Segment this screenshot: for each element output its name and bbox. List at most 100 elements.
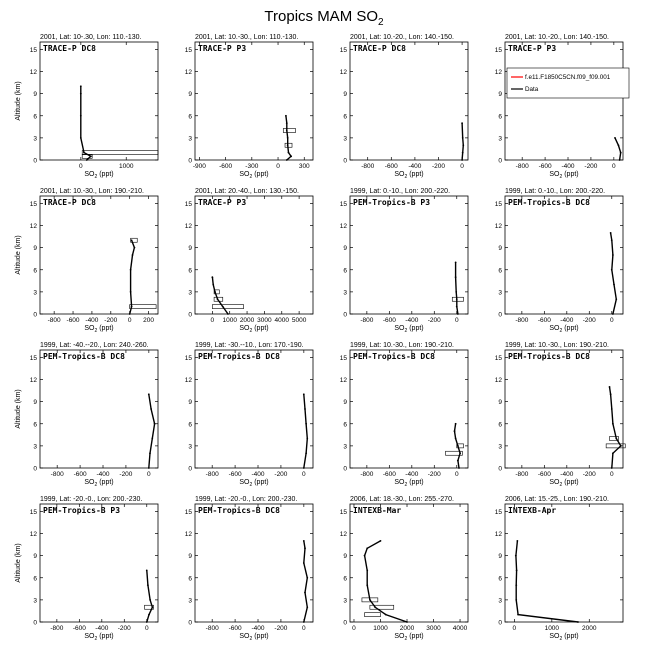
y-tick-label: 6 [33,267,37,274]
x-tick-label: -800 [50,625,63,632]
x-tick-label: -400 [405,317,418,324]
x-tick-label: 0 [455,471,459,478]
y-tick-label: 6 [498,575,502,582]
x-tick-label: 0 [352,625,356,632]
panel-5: 2001, Lat: 10.-30., Lon: 190.-210. TRACE-… [15,188,159,334]
y-tick-label: 0 [343,466,347,473]
data-point [379,539,382,542]
plot-frame [39,41,159,161]
legend-data-label: Data [525,86,539,93]
x-tick-label: 1000 [373,625,388,632]
data-point [287,151,290,154]
data-point [609,393,612,396]
x-tick-label: 3000 [257,317,272,324]
y-tick-label: 3 [33,443,37,450]
x-tick-label: 200 [143,317,154,324]
data-point [304,591,306,594]
x-label-main: SO [394,479,405,486]
x-tick-label: -800 [48,317,61,324]
data-point [290,155,293,158]
data-point [515,598,518,601]
data-range-box [130,237,138,243]
data-point [83,151,85,154]
x-tick-label: -800 [206,625,219,632]
x-label-sub: 2 [560,174,563,180]
data-point [454,276,457,279]
x-axis-label: SO2 (ppt) [549,479,578,488]
data-point [455,305,458,308]
x-tick-label: -200 [432,163,445,170]
panel-14: 1999, Lat: -20.-0., Lon: 200.-230. PEM-Tr… [185,496,314,642]
x-label-main: SO [549,479,560,486]
x-tick-label: -600 [383,317,396,324]
data-profile-line [461,123,465,161]
y-tick-label: 6 [188,267,192,274]
panel-8: 1999, Lat: 0.-10., Lon: 200.-220. PEM-Tro… [495,188,624,334]
data-profile-line [303,540,309,623]
x-tick-label: -600 [229,625,242,632]
data-point [611,422,614,425]
y-tick-label: 3 [498,289,502,296]
data-profile-line [80,86,93,161]
y-tick-label: 3 [33,135,37,142]
data-point [227,313,229,315]
x-label-sub: 2 [405,174,408,180]
y-tick-label: 3 [498,443,502,450]
y-tick-label: 0 [33,312,37,319]
x-tick-label: 4000 [275,317,290,324]
x-label-sub: 2 [250,482,253,488]
campaign-label: TRACE-P P3 [198,44,246,53]
y-tick-label: 12 [30,69,38,76]
x-label-unit: (ppt) [407,479,423,486]
data-point [150,408,153,410]
data-point [455,298,458,301]
data-point [302,393,305,396]
data-point [577,621,579,623]
data-point [212,283,215,286]
x-label-sub: 2 [560,482,563,488]
panel-header: 2001, Lat: 10.-20., Lon: 140.-150. [505,34,609,41]
x-axis-label: SO2 (ppt) [84,325,113,334]
panel-12: 1999, Lat: 10.-30., Lon: 190.-210. PEM-Tr… [495,342,626,488]
data-profile-line [609,232,618,315]
y-tick-label: 15 [340,47,348,54]
data-point [454,437,457,440]
data-point [211,276,214,279]
x-label-main: SO [239,633,250,640]
panel-7: 1999, Lat: 0.-10., Lon: 200.-220. PEM-Tro… [340,188,469,334]
x-tick-label: -400 [408,163,421,170]
x-tick-label: -200 [118,625,131,632]
data-point [85,159,88,161]
campaign-label: TRACE-P P3 [198,198,246,207]
plot-frame [39,195,159,315]
x-axis-label: SO2 (ppt) [394,325,423,334]
y-tick-label: 12 [495,69,503,76]
panel-13: 1999, Lat: -20.-0., Lon: 200.-230. PEM-Tr… [15,496,159,642]
x-tick-label: 0 [513,625,517,632]
data-point [454,261,457,264]
data-point [614,136,616,139]
x-label-main: SO [549,171,560,178]
x-tick-label: -600 [385,163,398,170]
data-point [302,467,305,469]
y-tick-label: 12 [30,377,38,384]
data-point [406,621,408,623]
data-point [610,239,613,242]
x-axis-label: SO2 (ppt) [394,171,423,180]
legend-box [506,67,630,99]
plot-frame [194,349,314,469]
x-tick-label: -800 [206,471,219,478]
x-tick-label: -800 [360,317,373,324]
y-tick-label: 0 [188,466,192,473]
plot-frame [504,41,624,161]
y-tick-label: 3 [498,135,502,142]
panel-header: 1999, Lat: -40.--20., Lon: 240.-260. [40,342,149,349]
panel-15: 2006, Lat: 18.-30., Lon: 255.-270. INTEXB… [340,496,469,642]
data-profile-line [303,394,309,469]
x-tick-label: 0 [276,163,280,170]
data-point [304,408,306,410]
data-point [306,437,309,440]
data-point [304,547,306,550]
data-point [516,539,519,542]
x-label-sub: 2 [95,636,98,642]
